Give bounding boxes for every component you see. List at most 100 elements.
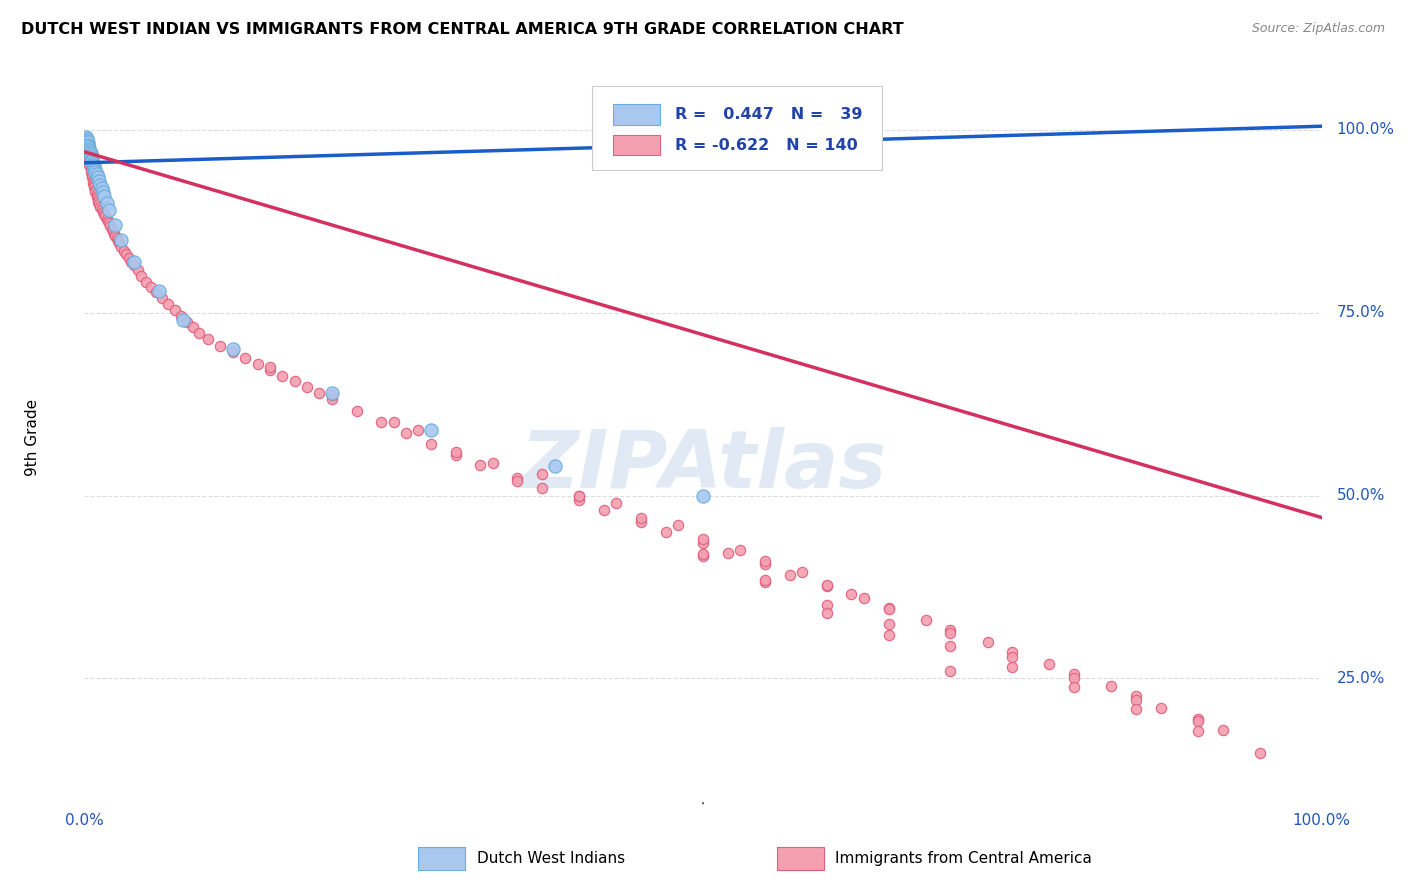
Point xyxy=(395,426,418,441)
Point xyxy=(98,219,121,234)
Point xyxy=(419,423,441,437)
Point xyxy=(89,178,111,192)
Point xyxy=(83,180,105,194)
Point xyxy=(754,573,776,587)
Point xyxy=(77,137,100,152)
Point xyxy=(271,368,294,383)
Point xyxy=(79,145,101,159)
Point xyxy=(295,380,318,394)
Text: R =   0.447   N =   39: R = 0.447 N = 39 xyxy=(675,107,862,122)
Point xyxy=(568,489,591,503)
Point xyxy=(1063,680,1085,694)
Point xyxy=(877,602,900,616)
Point xyxy=(122,258,145,272)
Point xyxy=(76,144,98,158)
Point xyxy=(754,574,776,589)
Point xyxy=(105,231,128,245)
Point xyxy=(877,627,900,641)
Point xyxy=(82,172,104,186)
Point xyxy=(150,291,173,305)
Point xyxy=(666,517,689,532)
Point xyxy=(188,326,211,341)
Text: DUTCH WEST INDIAN VS IMMIGRANTS FROM CENTRAL AMERICA 9TH GRADE CORRELATION CHART: DUTCH WEST INDIAN VS IMMIGRANTS FROM CEN… xyxy=(21,22,904,37)
Point xyxy=(127,263,149,277)
Point xyxy=(87,192,110,206)
Point xyxy=(939,623,962,637)
Point xyxy=(163,302,186,317)
Point xyxy=(593,503,616,517)
Point xyxy=(1187,712,1209,726)
Point xyxy=(877,616,900,631)
Point xyxy=(79,146,101,161)
Point xyxy=(877,601,900,615)
Point xyxy=(77,151,100,165)
Point xyxy=(692,547,714,561)
Bar xyxy=(778,847,824,870)
Point xyxy=(80,170,103,185)
Point xyxy=(82,155,104,169)
Point xyxy=(79,141,101,155)
Text: 9th Grade: 9th Grade xyxy=(25,399,39,475)
Point xyxy=(444,448,467,462)
Text: ZIPAtlas: ZIPAtlas xyxy=(520,427,886,506)
Point xyxy=(83,160,105,174)
Point xyxy=(1249,746,1271,760)
Text: 50.0%: 50.0% xyxy=(1337,488,1385,503)
Text: Dutch West Indians: Dutch West Indians xyxy=(477,851,624,866)
Point xyxy=(1063,667,1085,681)
Point xyxy=(112,244,135,258)
Point xyxy=(815,579,838,593)
Point xyxy=(110,233,132,247)
Point xyxy=(630,510,652,524)
Point xyxy=(79,163,101,178)
Point xyxy=(506,474,529,488)
Point xyxy=(939,664,962,678)
Point xyxy=(692,489,714,503)
Point xyxy=(101,224,124,238)
Point xyxy=(76,134,98,148)
Point xyxy=(98,217,121,231)
Point xyxy=(939,639,962,653)
Point xyxy=(86,167,108,181)
Point xyxy=(80,153,103,168)
Point xyxy=(506,471,529,485)
Point xyxy=(120,254,142,268)
Point xyxy=(141,280,163,294)
Point xyxy=(976,635,998,649)
Point xyxy=(83,161,105,175)
Point xyxy=(82,158,104,172)
Point xyxy=(77,148,100,162)
Point xyxy=(321,387,343,401)
Point xyxy=(408,423,430,437)
Point xyxy=(176,314,198,328)
Point xyxy=(1150,700,1173,714)
Point xyxy=(79,155,101,169)
Point xyxy=(481,456,503,470)
Point xyxy=(91,185,114,199)
Point xyxy=(145,285,167,300)
Point xyxy=(104,228,127,243)
Point xyxy=(76,146,98,161)
Point xyxy=(543,459,565,474)
Point xyxy=(1001,660,1024,674)
Text: 75.0%: 75.0% xyxy=(1337,305,1385,320)
Point xyxy=(118,251,141,265)
Point xyxy=(107,234,129,248)
Point xyxy=(692,536,714,550)
Point xyxy=(96,212,118,227)
Point xyxy=(80,152,103,166)
Point xyxy=(209,338,232,352)
Point xyxy=(1063,672,1085,686)
Point xyxy=(815,578,838,592)
Point xyxy=(790,566,813,580)
Point xyxy=(815,606,838,620)
Point xyxy=(470,458,492,472)
Point xyxy=(90,202,112,216)
Point xyxy=(692,549,714,563)
Point xyxy=(84,164,107,178)
Point xyxy=(754,554,776,568)
Point xyxy=(346,403,368,417)
Point xyxy=(93,188,115,202)
Point xyxy=(1125,689,1147,703)
Point xyxy=(148,284,170,298)
